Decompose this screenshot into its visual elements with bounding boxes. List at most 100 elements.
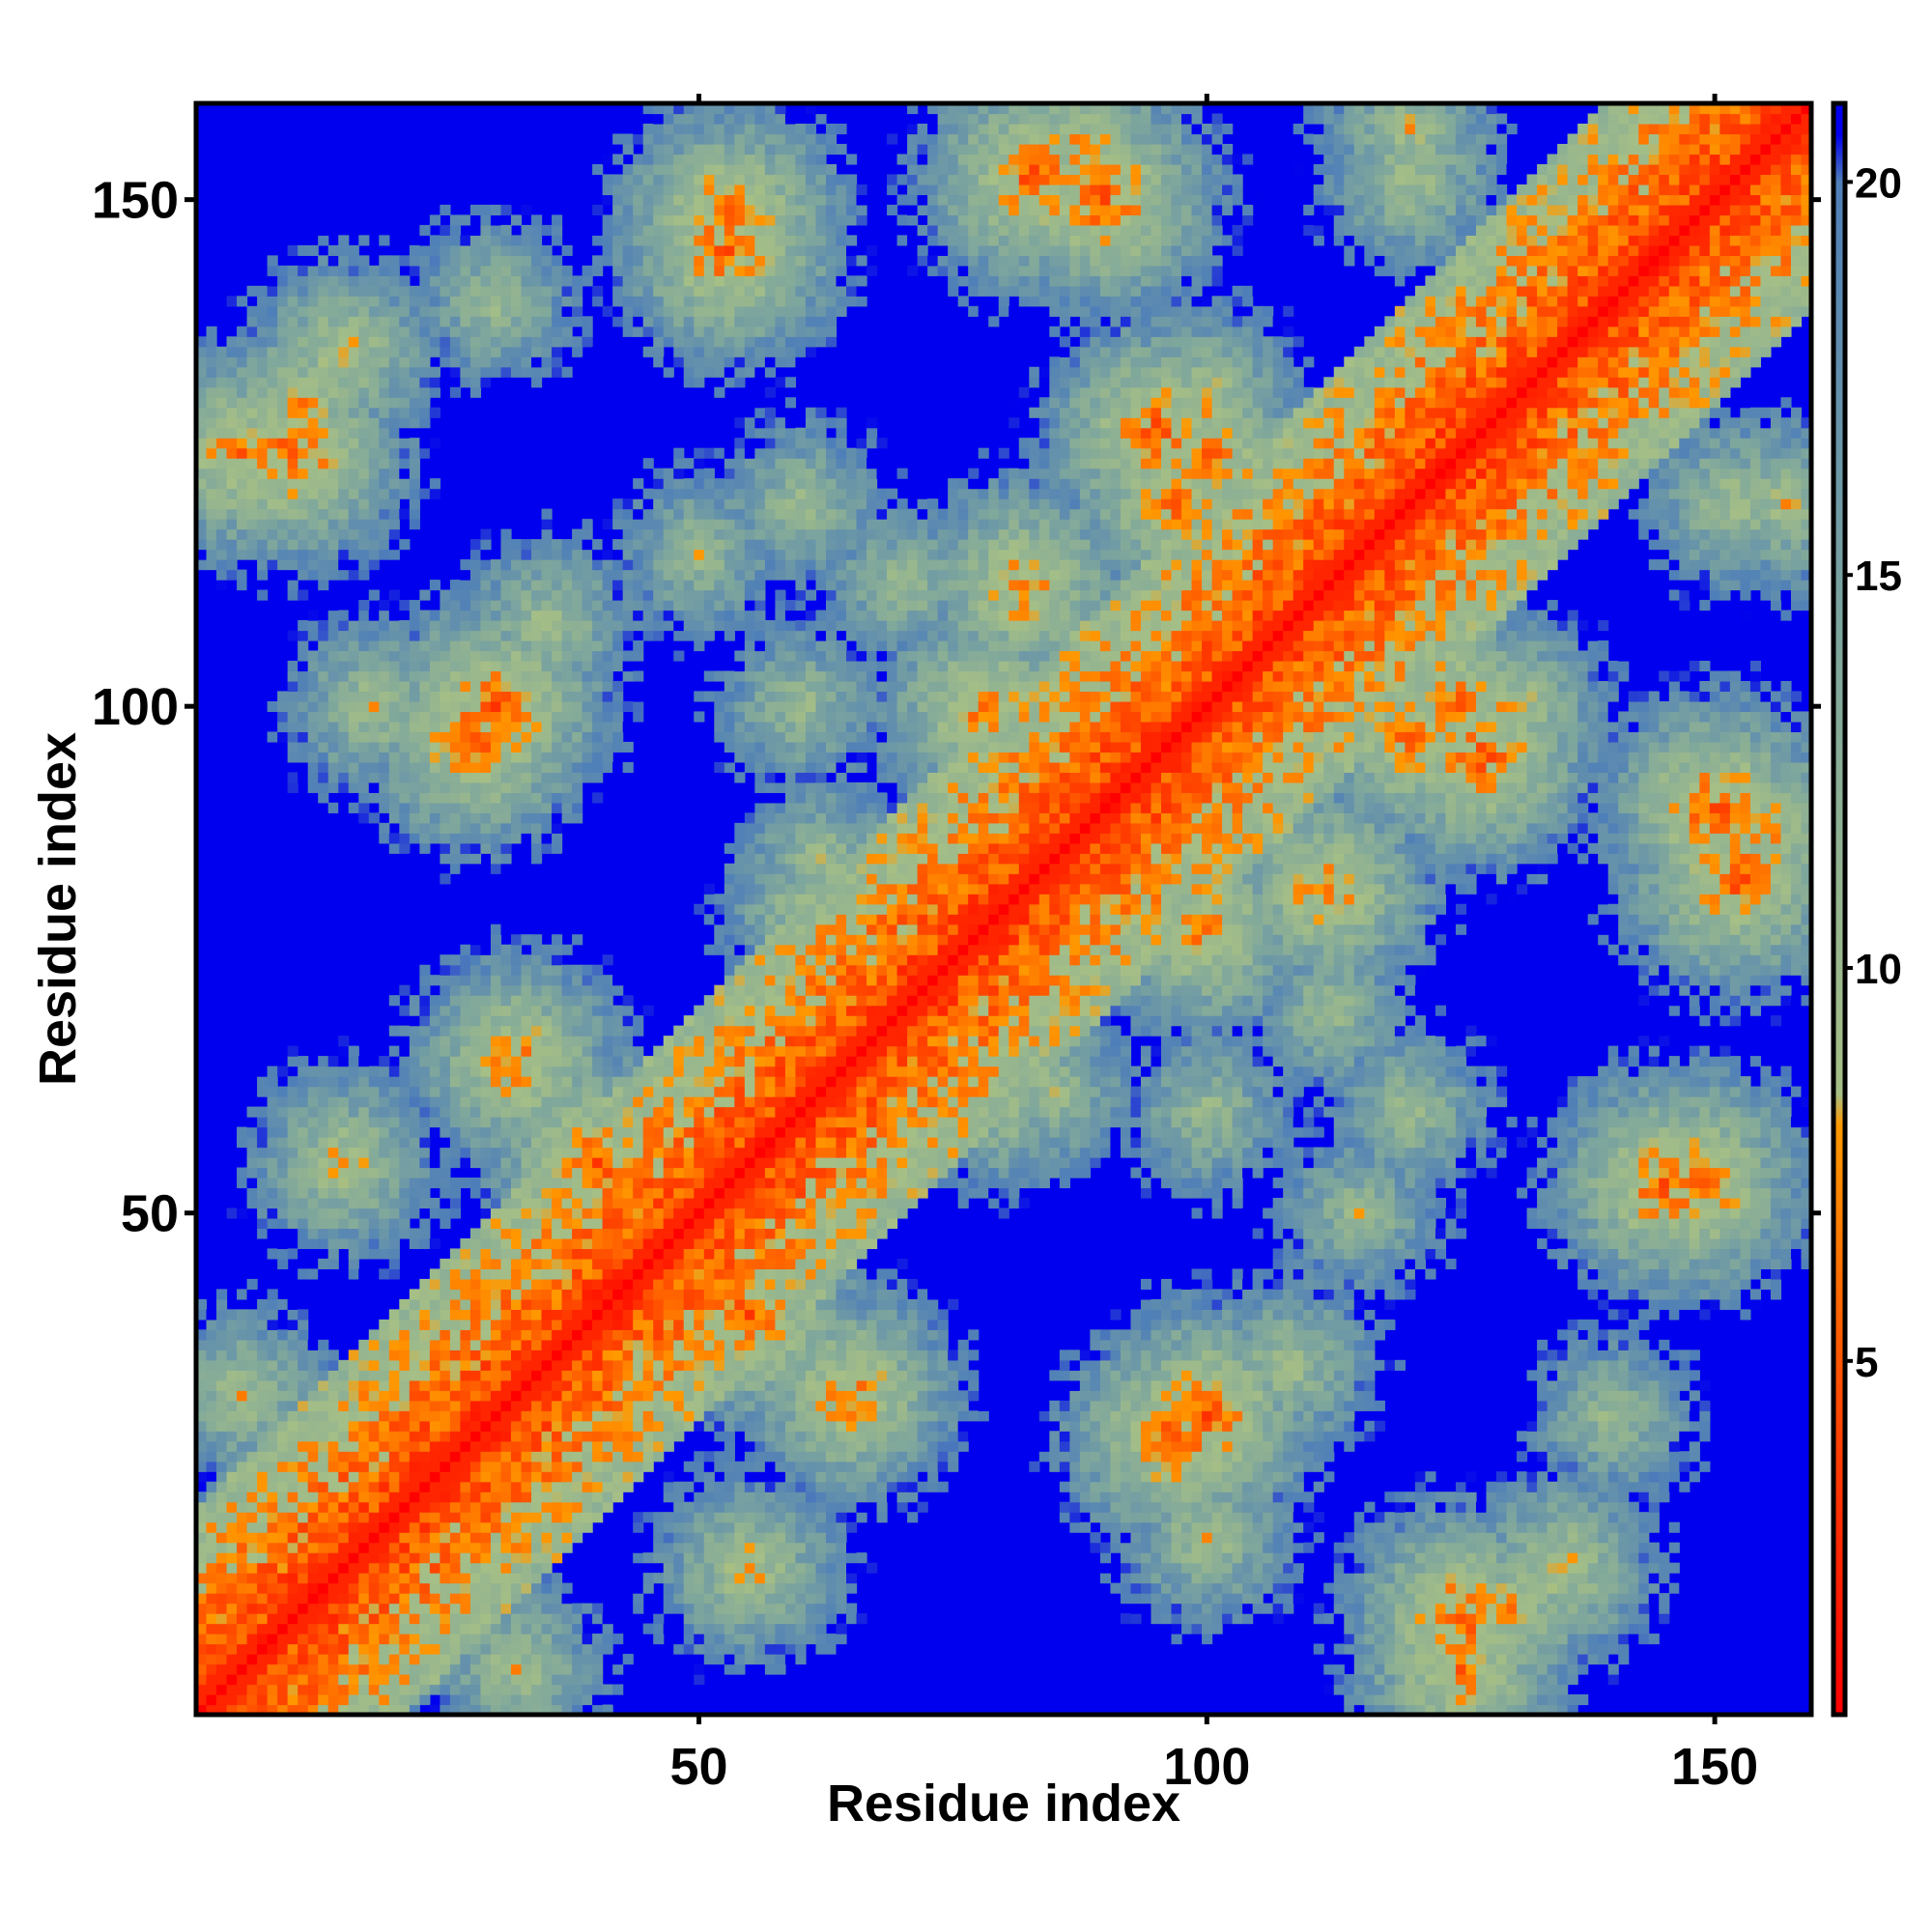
heatmap-cell [277, 722, 288, 732]
heatmap-cell [268, 1522, 278, 1533]
heatmap-cell [379, 327, 389, 337]
heatmap-cell [369, 1360, 380, 1371]
heatmap-cell [338, 1441, 349, 1452]
heatmap-cell [349, 1148, 359, 1158]
heatmap-cell [277, 1198, 288, 1208]
heatmap-cell [257, 1492, 268, 1502]
heatmap-cell [358, 661, 369, 671]
heatmap-cell [389, 803, 400, 813]
heatmap-cell [237, 1421, 247, 1432]
heatmap-cell [318, 1238, 328, 1249]
heatmap-cell [288, 367, 298, 378]
heatmap-cell [379, 792, 389, 803]
heatmap-cell [268, 1198, 278, 1208]
heatmap-cell [288, 631, 298, 641]
heatmap-cell [298, 1583, 308, 1594]
heatmap-cell [277, 1370, 288, 1380]
heatmap-cell [298, 1370, 308, 1380]
heatmap-cell [257, 428, 268, 439]
heatmap-cell [389, 1350, 400, 1360]
heatmap-cell [358, 722, 369, 732]
heatmap-cell [308, 448, 319, 459]
heatmap-cell [268, 1076, 278, 1087]
heatmap-cell [227, 1583, 238, 1594]
heatmap-cell [277, 1685, 288, 1695]
heatmap-cell [308, 367, 319, 378]
heatmap-cell [257, 661, 268, 671]
heatmap-cell [369, 1471, 380, 1482]
heatmap-cell [298, 1168, 308, 1179]
heatmap-cell [308, 681, 319, 692]
heatmap-cell [389, 590, 400, 601]
heatmap-cell [399, 1613, 410, 1624]
heatmap-cell [349, 1401, 359, 1411]
heatmap-cell [379, 1178, 389, 1188]
heatmap-cell [268, 489, 278, 499]
heatmap-cell [288, 1451, 298, 1462]
heatmap-cell [268, 1299, 278, 1310]
heatmap-cell [268, 1340, 278, 1350]
heatmap-cell [369, 1117, 380, 1127]
heatmap-cell [257, 1309, 268, 1320]
heatmap-cell [288, 1664, 298, 1675]
heatmap-cell [358, 275, 369, 286]
heatmap-cell [379, 1441, 389, 1452]
heatmap-cell [216, 1624, 227, 1634]
heatmap-cell [247, 1329, 258, 1340]
heatmap-cell [247, 1178, 258, 1188]
heatmap-cell [338, 701, 349, 712]
heatmap-cell [268, 1482, 278, 1492]
heatmap-cell [288, 1552, 298, 1563]
heatmap-cell [349, 539, 359, 550]
heatmap-cell [207, 559, 217, 570]
heatmap-cell [318, 255, 328, 266]
heatmap-cell [358, 529, 369, 540]
heatmap-cell [349, 1573, 359, 1583]
heatmap-cell [268, 1380, 278, 1391]
heatmap-cell [358, 458, 369, 469]
heatmap-cell [328, 1360, 339, 1371]
heatmap-cell [257, 1127, 268, 1138]
heatmap-cell [399, 1634, 410, 1644]
heatmap-cell [399, 1674, 410, 1685]
heatmap-cell [318, 1117, 328, 1127]
heatmap-cell [328, 255, 339, 266]
heatmap-cell [288, 1299, 298, 1310]
heatmap-cell [349, 640, 359, 651]
heatmap-cell [328, 356, 339, 367]
heatmap-cell [288, 681, 298, 692]
heatmap-cell [207, 509, 217, 520]
heatmap-cell [349, 1613, 359, 1624]
heatmap-cell [237, 1664, 247, 1675]
heatmap-cell [257, 458, 268, 469]
heatmap-cell [308, 1613, 319, 1624]
heatmap-cell [288, 1340, 298, 1350]
heatmap-cell [288, 711, 298, 722]
heatmap-cell [358, 631, 369, 641]
heatmap-cell [227, 519, 238, 529]
heatmap-cell [277, 1674, 288, 1685]
heatmap-cell [277, 1613, 288, 1624]
heatmap-cell [358, 1604, 369, 1614]
heatmap-cell [369, 731, 380, 742]
heatmap-cell [379, 469, 389, 479]
heatmap-cell [247, 1157, 258, 1168]
heatmap-cell [257, 1137, 268, 1148]
heatmap-cell [257, 1522, 268, 1533]
heatmap-cell [349, 1107, 359, 1118]
heatmap-cell [288, 742, 298, 753]
heatmap-cell [207, 469, 217, 479]
heatmap-cell [328, 1624, 339, 1634]
heatmap-cell [298, 1482, 308, 1492]
heatmap-cell [389, 417, 400, 428]
heatmap-cell [358, 306, 369, 317]
heatmap-cell [338, 1056, 349, 1066]
heatmap-cell [389, 995, 400, 1006]
heatmap-cell [207, 1674, 217, 1685]
heatmap-cell [237, 356, 247, 367]
heatmap-cell [349, 1462, 359, 1472]
heatmap-cell [298, 722, 308, 732]
heatmap-cell [338, 661, 349, 671]
heatmap-cell [338, 752, 349, 762]
heatmap-cell [358, 428, 369, 439]
